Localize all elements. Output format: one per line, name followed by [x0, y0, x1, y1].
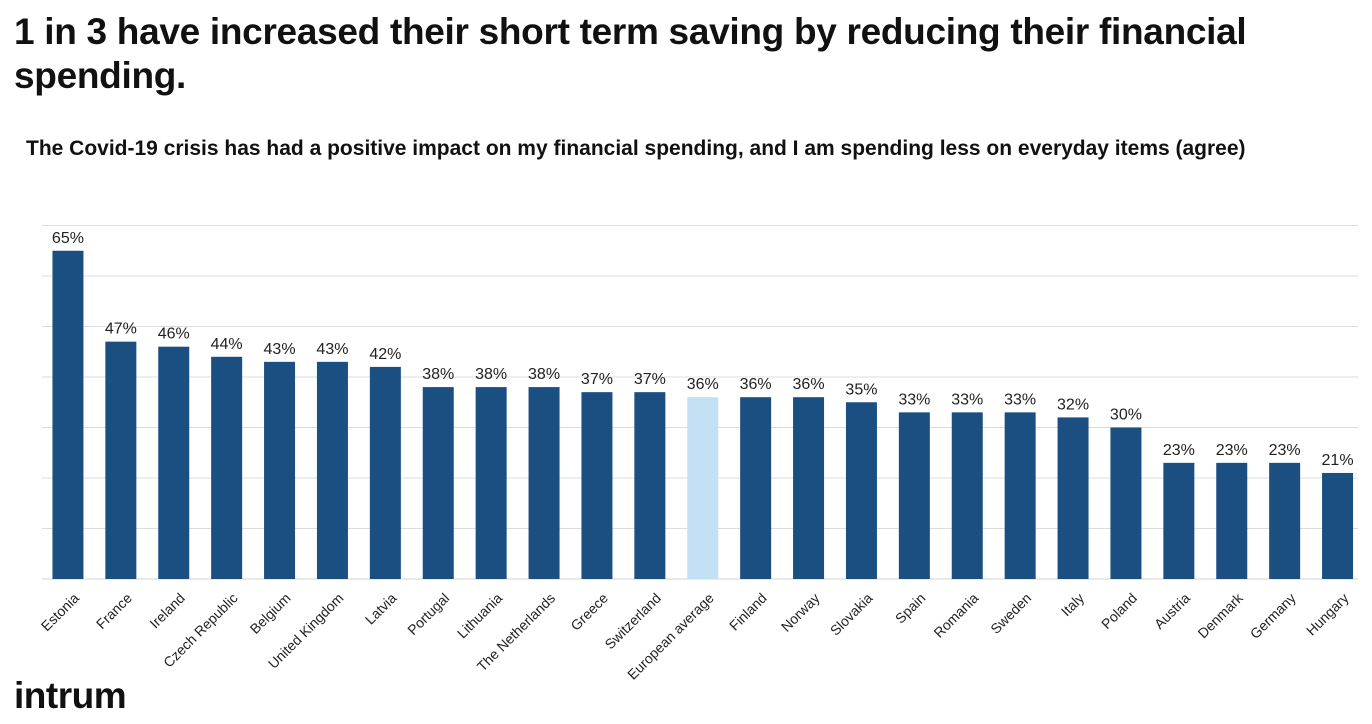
chart-title: The Covid-19 crisis has had a positive i… [26, 137, 1246, 160]
category-label: Hungary [1303, 590, 1352, 639]
value-labels: 65% 47% 46% 44% 43% 43% 42% 38% 38% 38% 37% 37% 36% 3… [52, 230, 1354, 469]
value-label: 38% [422, 366, 454, 383]
category-label: Estonia [38, 590, 82, 634]
value-label: 46% [158, 326, 190, 343]
bar-greece [581, 392, 613, 579]
value-label: 42% [369, 346, 401, 363]
value-label: 35% [845, 381, 877, 398]
category-label: Ireland [146, 590, 188, 632]
category-label: Romania [930, 590, 981, 641]
category-label: Norway [778, 590, 823, 635]
bar-austria [1163, 462, 1195, 579]
bars [52, 250, 1354, 579]
bar-denmark [1216, 462, 1248, 579]
bar-germany [1269, 462, 1301, 579]
bar-poland [1110, 427, 1142, 579]
category-label: Spain [892, 590, 929, 627]
bar-italy [1057, 417, 1089, 579]
category-label: Denmark [1194, 589, 1246, 641]
value-label: 47% [105, 321, 137, 338]
value-label: 38% [475, 366, 507, 383]
value-label: 33% [898, 391, 930, 408]
value-label: 44% [211, 336, 243, 353]
category-label: Lithuania [454, 590, 506, 642]
value-label: 23% [1163, 442, 1195, 459]
bar-france [105, 341, 137, 579]
value-label: 37% [581, 371, 613, 388]
category-label: Italy [1058, 590, 1087, 619]
bar-latvia [369, 366, 401, 579]
category-label: Austria [1151, 590, 1193, 632]
value-label: 23% [1269, 442, 1301, 459]
value-label: 36% [793, 376, 825, 393]
category-label: Poland [1098, 590, 1140, 632]
category-label: France [93, 590, 135, 632]
category-label: Sweden [987, 590, 1034, 637]
value-label: 30% [1110, 407, 1142, 424]
bar-european-average [687, 397, 719, 579]
value-label: 21% [1322, 452, 1354, 469]
value-label: 36% [740, 376, 772, 393]
category-label: Portugal [404, 590, 452, 638]
bar-hungary [1322, 472, 1354, 579]
bar-estonia [52, 250, 84, 579]
bar-switzerland [634, 392, 666, 579]
bar-portugal [422, 387, 454, 579]
bar-united-kingdom [316, 361, 348, 579]
bar-sweden [1004, 412, 1036, 579]
headline: 1 in 3 have increased their short term s… [14, 11, 1247, 96]
category-label: Greece [567, 590, 611, 634]
value-label: 33% [1004, 391, 1036, 408]
bar-slovakia [845, 402, 877, 579]
bar-finland [740, 397, 772, 579]
bar-norway [793, 397, 825, 579]
category-label: Slovakia [827, 590, 876, 639]
bar-ireland [158, 346, 190, 579]
bar-czech-republic [211, 356, 243, 579]
bar-lithuania [475, 387, 507, 579]
value-label: 43% [316, 341, 348, 358]
value-label: 65% [52, 230, 84, 247]
value-label: 23% [1216, 442, 1248, 459]
intrum-logo: intrum [14, 675, 127, 716]
category-label: Belgium [247, 590, 294, 637]
value-label: 38% [528, 366, 560, 383]
bar-romania [951, 412, 983, 579]
category-label: Germany [1247, 590, 1299, 642]
bar-the-netherlands [528, 387, 560, 579]
value-label: 37% [634, 371, 666, 388]
value-label: 33% [951, 391, 983, 408]
category-label: Finland [726, 590, 770, 634]
bar-belgium [264, 361, 296, 579]
value-label: 43% [264, 341, 296, 358]
bar-spain [898, 412, 930, 579]
category-label: Latvia [362, 590, 400, 628]
value-label: 36% [687, 376, 719, 393]
value-label: 32% [1057, 396, 1089, 413]
